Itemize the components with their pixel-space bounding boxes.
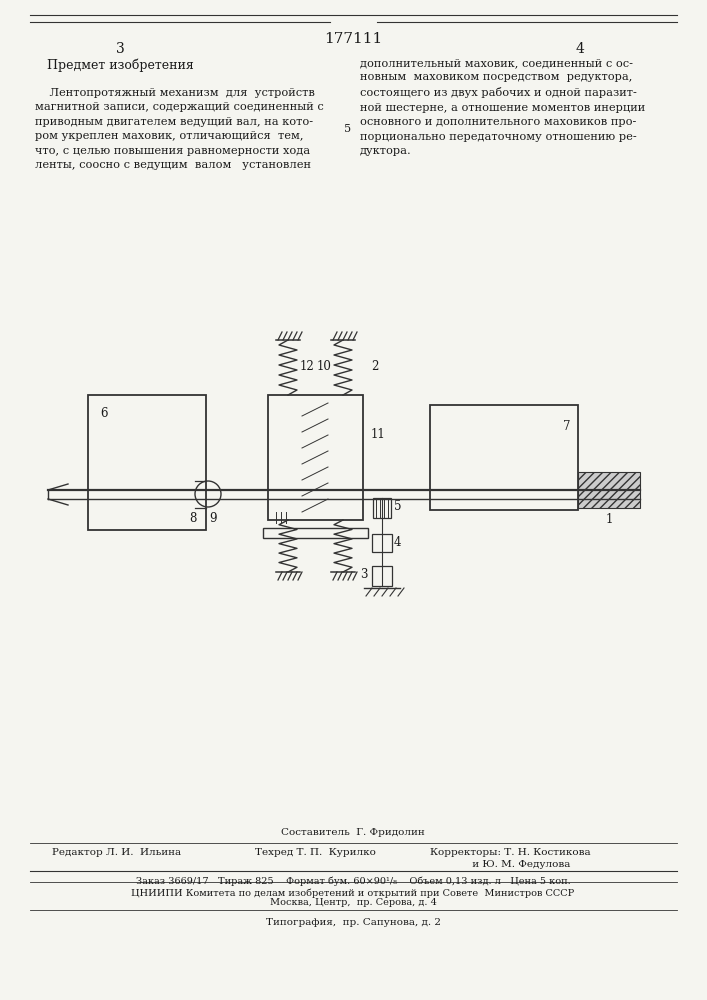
Text: 9: 9 xyxy=(209,512,216,525)
Bar xyxy=(268,395,363,520)
Text: дополнительный маховик, соединенный с ос-
новным  маховиком посредством  редукто: дополнительный маховик, соединенный с ос… xyxy=(360,58,645,156)
Text: 8: 8 xyxy=(189,512,197,525)
Text: 3: 3 xyxy=(361,568,368,580)
Text: 7: 7 xyxy=(563,420,570,433)
Bar xyxy=(373,498,391,518)
Text: 4: 4 xyxy=(394,536,402,548)
Bar xyxy=(430,405,578,510)
Text: 6: 6 xyxy=(100,407,107,420)
Text: ЦНИИПИ Комитета по делам изобретений и открытий при Совете  Министров СССР: ЦНИИПИ Комитета по делам изобретений и о… xyxy=(132,888,575,898)
Text: Типография,  пр. Сапунова, д. 2: Типография, пр. Сапунова, д. 2 xyxy=(266,918,440,927)
Text: Корректоры: Т. Н. Костикова
             и Ю. М. Федулова: Корректоры: Т. Н. Костикова и Ю. М. Феду… xyxy=(430,848,590,869)
Text: 5: 5 xyxy=(394,499,402,512)
Text: 4: 4 xyxy=(575,42,585,56)
Text: 177111: 177111 xyxy=(324,32,382,46)
Text: Техред Т. П.  Курилко: Техред Т. П. Курилко xyxy=(255,848,376,857)
Text: Заказ 3669/17   Тираж 825    Формат бум. 60×90¹/₈    Объем 0,13 изд. л   Цена 5 : Заказ 3669/17 Тираж 825 Формат бум. 60×9… xyxy=(136,876,571,886)
Text: Редактор Л. И.  Ильина: Редактор Л. И. Ильина xyxy=(52,848,181,857)
Text: 11: 11 xyxy=(371,428,386,442)
Bar xyxy=(263,528,368,538)
Text: 1: 1 xyxy=(605,513,613,526)
Bar xyxy=(372,566,392,586)
Text: Москва, Центр,  пр. Серова, д. 4: Москва, Центр, пр. Серова, д. 4 xyxy=(269,898,436,907)
Text: 10: 10 xyxy=(317,360,332,373)
Text: 5: 5 xyxy=(344,124,351,134)
Bar xyxy=(88,395,206,530)
Bar xyxy=(372,534,392,552)
Text: 2: 2 xyxy=(371,360,378,373)
Text: Предмет изобретения: Предмет изобретения xyxy=(47,58,194,72)
Text: Лентопротяжный механизм  для  устройств
магнитной записи, содержащий соединенный: Лентопротяжный механизм для устройств ма… xyxy=(35,88,324,170)
Bar xyxy=(578,472,640,508)
Text: 3: 3 xyxy=(116,42,124,56)
Text: 12: 12 xyxy=(300,360,315,373)
Text: Составитель  Г. Фридолин: Составитель Г. Фридолин xyxy=(281,828,425,837)
